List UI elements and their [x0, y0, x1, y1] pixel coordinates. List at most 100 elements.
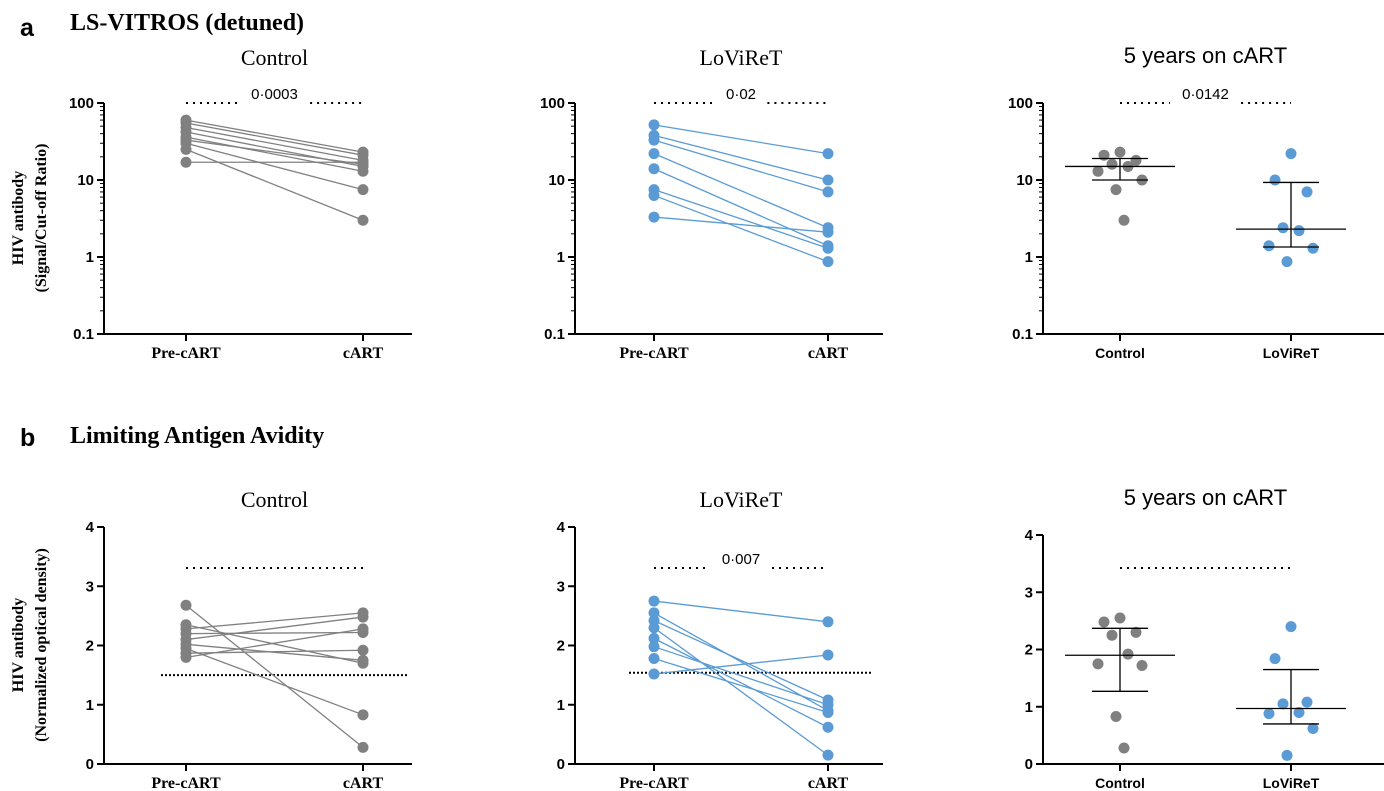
data-point [1110, 710, 1122, 722]
panel-a-ylabel-line1: HIV antibody [10, 171, 27, 265]
chart-b1: Control 0 1 2 3 4 Pre-cART cART [86, 487, 412, 791]
data-point-post [357, 156, 369, 168]
pair-line [653, 189, 829, 249]
pair-line [185, 604, 364, 748]
p-value-label: 0·02 [726, 86, 756, 103]
data-point-post [357, 184, 369, 196]
y-tick-label: 0 [1025, 756, 1033, 773]
data-point [1281, 749, 1293, 761]
y-tick-label: 3 [557, 578, 565, 595]
data-point [1301, 696, 1313, 708]
x-tick-label: Pre-cART [619, 775, 689, 791]
data-point [1106, 158, 1118, 170]
data-point [1136, 660, 1148, 672]
data-point-pre [648, 668, 660, 680]
pair-line [653, 612, 829, 712]
data-point [1307, 723, 1319, 735]
data-point-post [357, 623, 369, 635]
y-tick-label: 4 [1025, 527, 1034, 544]
data-point-pre [648, 607, 660, 619]
data-point [1301, 186, 1313, 198]
pair-line [653, 194, 829, 263]
y-tick-label: 4 [86, 519, 95, 536]
y-tick-label: 0.1 [1012, 326, 1033, 343]
x-tick-label: Pre-cART [619, 345, 689, 362]
data-point [1293, 706, 1305, 718]
y-tick-label: 3 [86, 578, 94, 595]
pair-line [653, 620, 829, 701]
pair-line [185, 616, 364, 641]
pair-line [653, 646, 829, 706]
y-tick-label: 100 [1008, 95, 1033, 112]
data-point-post [822, 616, 834, 628]
data-point-pre [648, 163, 660, 175]
data-point-pre [180, 156, 192, 168]
pair-line [653, 124, 829, 155]
y-tick-label: 100 [540, 95, 565, 112]
data-point-post [822, 148, 834, 160]
y-tick-label: 1 [86, 249, 94, 266]
data-point [1114, 612, 1126, 624]
panel-a-ylabel-line2: (Signal/Cut-off Ratio) [33, 144, 50, 293]
data-point-pre [648, 119, 660, 131]
data-point-post [822, 649, 834, 661]
y-tick-label: 0 [86, 756, 94, 773]
data-point-post [822, 256, 834, 268]
data-point-post [357, 654, 369, 666]
x-tick-label: cART [343, 775, 384, 791]
p-value-label: 0·0003 [251, 86, 298, 103]
data-point-pre [648, 134, 660, 146]
data-point-pre [180, 599, 192, 611]
data-point [1092, 165, 1104, 177]
y-tick-label: 0.1 [544, 326, 565, 343]
x-tick-label: Pre-cART [151, 775, 221, 791]
y-tick-label: 0 [557, 756, 565, 773]
y-tick-label: 0.1 [73, 326, 94, 343]
x-tick-label: cART [808, 775, 849, 791]
data-point [1277, 698, 1289, 710]
data-point [1110, 184, 1122, 196]
panel-a-heading: LS-VITROS (detuned) [70, 10, 304, 36]
data-point [1118, 742, 1130, 754]
data-point-post [822, 226, 834, 238]
data-point-pre [648, 595, 660, 607]
pair-line [185, 139, 364, 165]
data-point [1281, 256, 1293, 268]
data-point-post [357, 644, 369, 656]
data-point-pre [648, 622, 660, 634]
chart-title: LoViReT [700, 487, 784, 512]
data-point [1307, 242, 1319, 254]
data-point [1092, 658, 1104, 670]
y-tick-label: 10 [77, 172, 94, 189]
data-point-post [357, 741, 369, 753]
y-tick-label: 1 [86, 697, 94, 714]
data-point [1130, 626, 1142, 638]
panel-a-letter: a [20, 14, 35, 42]
panel-b-heading: Limiting Antigen Avidity [70, 423, 324, 449]
data-point [1269, 653, 1281, 665]
data-point [1285, 148, 1297, 160]
chart-a3: 5 years on cART 0.1 1 10 100 Control LoViReT 0·… [1008, 43, 1384, 361]
data-point-post [822, 174, 834, 186]
pair-line [653, 657, 829, 714]
data-point [1122, 648, 1134, 660]
panel-b-ylabel-line1: HIV antibody [10, 598, 27, 692]
pair-line [185, 631, 364, 635]
x-tick-label: cART [343, 345, 384, 362]
pair-line [653, 637, 829, 728]
data-point-post [357, 709, 369, 721]
p-value-label: 0·007 [722, 551, 760, 568]
y-tick-label: 1 [557, 697, 565, 714]
panel-b-ylabel-line2: (Normalized optical density) [33, 548, 50, 742]
chart-b2: LoViReT 0 1 2 3 4 Pre-cART cART 0·007 [557, 487, 883, 791]
x-tick-label: cART [808, 345, 849, 362]
data-point [1106, 629, 1118, 641]
pair-line [185, 126, 364, 161]
data-point-pre [648, 148, 660, 160]
chart-title: LoViReT [700, 45, 784, 70]
pair-line [185, 119, 364, 153]
data-point-pre [648, 189, 660, 201]
chart-b3: 5 years on cART 0 1 2 3 4 Control LoViReT [1025, 485, 1384, 791]
